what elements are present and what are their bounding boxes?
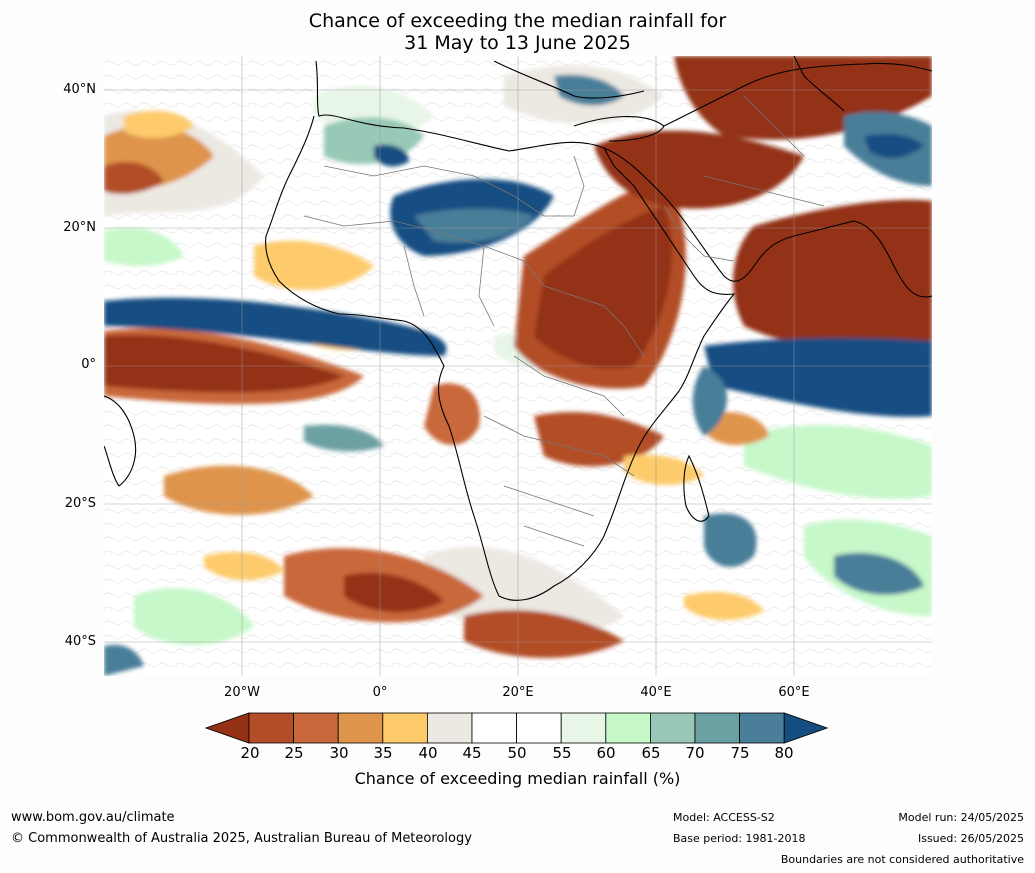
title-line-2: 31 May to 13 June 2025 <box>404 32 631 54</box>
colorbar-tick-70: 70 <box>685 744 705 762</box>
colorbar-tick-30: 30 <box>329 744 349 762</box>
lon-label-20w: 20°W <box>224 685 260 700</box>
colorbar-segment <box>337 712 384 744</box>
lon-label-60e: 60°E <box>778 685 810 700</box>
colorbar-segment <box>516 712 562 744</box>
colorbar-tick-60: 60 <box>596 744 616 762</box>
colorbar-extension-high <box>783 712 829 744</box>
coastlines <box>104 56 932 601</box>
colorbar-tick-50: 50 <box>507 744 527 762</box>
colorbar-tick-25: 25 <box>284 744 304 762</box>
colorbar-tick-80: 80 <box>774 744 794 762</box>
map-title: Chance of exceeding the median rainfall … <box>0 10 1035 54</box>
lat-label-equator: 0° <box>81 357 96 372</box>
colorbar-segment <box>605 712 651 744</box>
colorbar-segment <box>739 712 785 744</box>
colorbar-tick-75: 75 <box>730 744 750 762</box>
colorbar-label: Chance of exceeding median rainfall (%) <box>354 769 681 788</box>
colorbar-tick-20: 20 <box>240 744 260 762</box>
lon-label-40e: 40°E <box>640 685 672 700</box>
lat-label-40s: 40°S <box>64 634 96 649</box>
colorbar-extension-low <box>205 712 250 744</box>
colorbar-tick-35: 35 <box>373 744 393 762</box>
lat-label-20s: 20°S <box>64 496 96 511</box>
country-borders <box>303 95 825 547</box>
colorbar-tick-40: 40 <box>418 744 438 762</box>
colorbar-segment <box>560 712 607 744</box>
colorbar-tick-45: 45 <box>462 744 482 762</box>
anomaly-fields <box>104 56 932 676</box>
colorbar-tick-65: 65 <box>641 744 661 762</box>
footer-website: www.bom.gov.au/climate <box>11 810 175 825</box>
footer-base-period: Base period: 1981-2018 <box>673 832 806 845</box>
title-line-1: Chance of exceeding the median rainfall … <box>308 10 727 32</box>
footer-model: Model: ACCESS-S2 <box>673 811 775 824</box>
colorbar-segment <box>649 712 696 744</box>
lon-label-0: 0° <box>372 685 388 700</box>
lat-label-20n: 20°N <box>63 220 96 235</box>
footer-disclaimer: Boundaries are not considered authoritat… <box>780 853 1024 866</box>
lon-label-20e: 20°E <box>502 685 534 700</box>
colorbar-segment <box>426 712 473 744</box>
footer-issued: Issued: 26/05/2025 <box>917 832 1024 845</box>
lat-label-40n: 40°N <box>63 82 96 97</box>
colorbar-segment <box>248 712 294 744</box>
rainfall-map <box>104 56 932 676</box>
colorbar-segment <box>471 712 517 744</box>
footer-model-run: Model run: 24/05/2025 <box>898 811 1024 824</box>
footer-copyright: © Commonwealth of Australia 2025, Austra… <box>11 831 472 846</box>
colorbar-tick-55: 55 <box>552 744 572 762</box>
colorbar-segment <box>382 712 428 744</box>
colorbar-segment <box>694 712 740 744</box>
rainfall-map-svg <box>104 56 932 676</box>
colorbar-segment <box>293 712 339 744</box>
graticule <box>104 56 932 676</box>
colorbar <box>205 712 829 744</box>
